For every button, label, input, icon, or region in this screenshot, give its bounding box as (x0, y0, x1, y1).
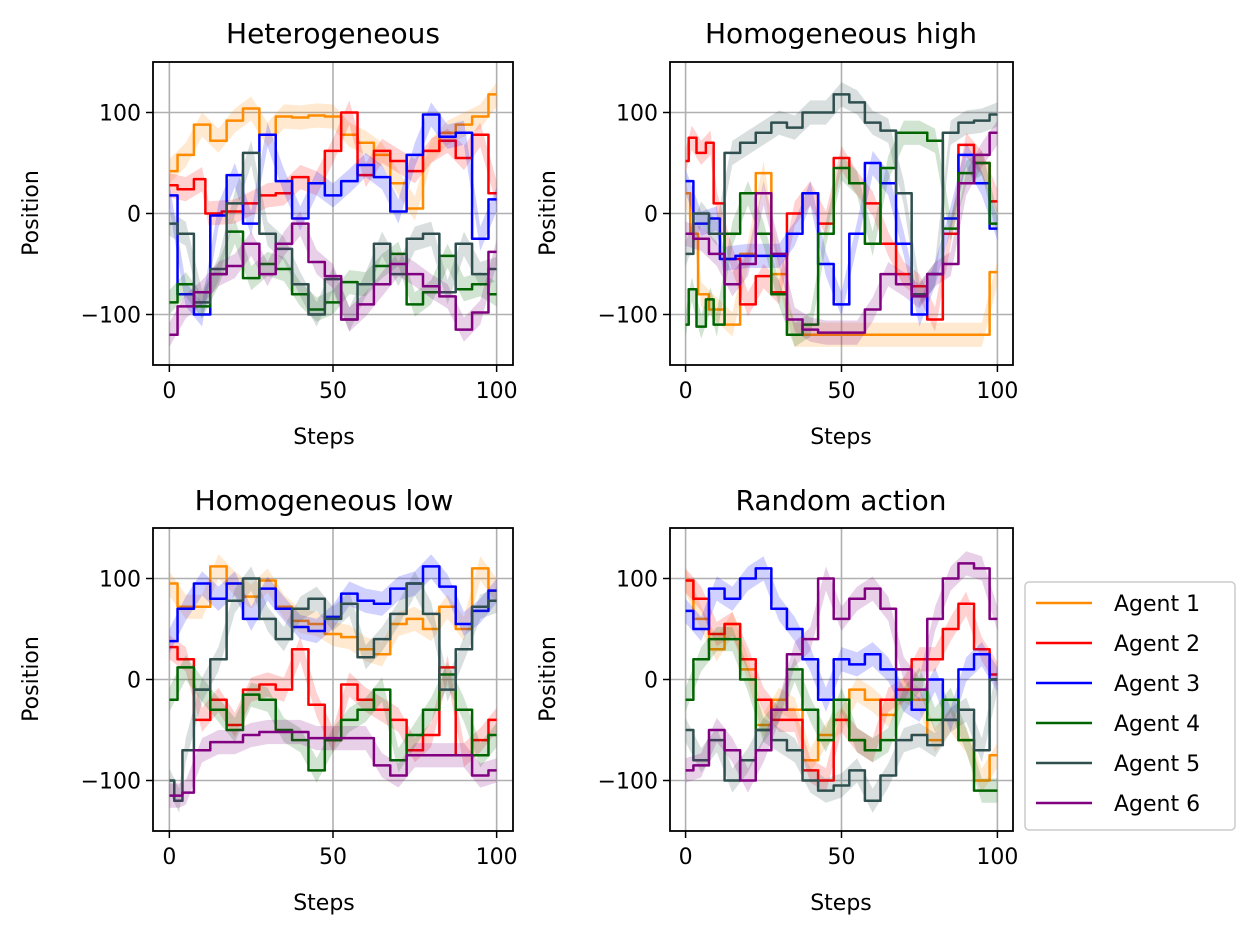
legend-entry: Agent 2 (1036, 632, 1200, 657)
y-tick-label: 0 (127, 203, 141, 228)
series-line-agent-2 (685, 579, 998, 782)
band-agent-6 (169, 211, 497, 347)
series-layer (685, 551, 998, 813)
x-axis-label: Steps (293, 891, 355, 916)
x-tick-label: 100 (476, 845, 518, 870)
grid (670, 62, 1013, 365)
ticks: 0 50 100 −100 0 100 (81, 568, 518, 871)
y-tick-label: 100 (99, 568, 141, 593)
legend-label: Agent 6 (1114, 792, 1200, 817)
subplot-heterogeneous: Heterogeneous Steps Position 0 50 100−1000… (19, 17, 518, 450)
legend-entry: Agent 1 (1036, 592, 1200, 617)
x-tick-label: 0 (162, 845, 176, 870)
y-tick-label: −100 (81, 770, 141, 795)
legend-entry: Agent 5 (1036, 752, 1200, 777)
series-line-agent-1 (685, 171, 998, 336)
subplot-title: Homogeneous high (705, 17, 977, 50)
legend-label: Agent 3 (1114, 672, 1200, 697)
subplot-title: Homogeneous low (195, 484, 454, 517)
x-axis-label: Steps (293, 425, 355, 450)
ticks: 0 50 100 −100 0 100 (81, 102, 518, 405)
x-tick-label: 50 (828, 845, 856, 870)
y-tick-label: 100 (616, 568, 658, 593)
y-axis-label: Position (19, 170, 44, 256)
series-line-agent-6 (685, 562, 998, 782)
band-agent-4 (169, 655, 497, 783)
y-axis-label: Position (19, 636, 44, 722)
legend-entry: Agent 6 (1036, 792, 1200, 817)
band-agent-5 (685, 82, 998, 307)
series-layer (685, 82, 998, 347)
y-tick-label: 100 (99, 102, 141, 127)
band-agent-3 (169, 554, 497, 654)
band-agent-3 (169, 102, 497, 327)
band-agent-1 (169, 554, 497, 667)
series-line-agent-6 (169, 222, 497, 336)
legend-entry: Agent 4 (1036, 712, 1200, 737)
band-agent-3 (685, 142, 998, 327)
band-agent-1 (685, 568, 998, 793)
x-tick-label: 0 (162, 379, 176, 404)
legend-entry: Agent 3 (1036, 672, 1200, 697)
series-line-agent-3 (169, 565, 497, 643)
y-tick-label: 100 (616, 102, 658, 127)
legend-label: Agent 2 (1114, 632, 1200, 657)
band-agent-4 (169, 219, 497, 322)
band-agent-5 (169, 566, 497, 813)
band-agent-6 (685, 120, 998, 345)
series-line-agent-1 (169, 565, 497, 656)
x-tick-label: 100 (976, 845, 1018, 870)
y-tick-label: 0 (644, 669, 658, 694)
legend: Agent 1 Agent 2 Agent 3 Agent 4 Agent 5 … (1024, 581, 1236, 831)
x-tick-label: 50 (828, 379, 856, 404)
series-line-agent-6 (169, 730, 497, 797)
subplot-title: Heterogeneous (226, 17, 440, 50)
y-tick-label: −100 (598, 770, 658, 795)
series-line-agent-5 (685, 93, 998, 296)
x-axis-label: Steps (810, 891, 872, 916)
band-agent-2 (169, 100, 497, 226)
subplot-homogeneous-high: Homogeneous high Steps Position 0 50 100 −1… (536, 17, 1018, 450)
legend-label: Agent 5 (1114, 752, 1200, 777)
series-line-agent-5 (169, 577, 497, 802)
x-tick-label: 0 (679, 379, 693, 404)
subplot-homogeneous-low: Homogeneous low Steps Position 0 50 100 −10… (19, 484, 518, 916)
band-agent-1 (169, 82, 497, 221)
y-axis-label: Position (536, 636, 561, 722)
band-agent-6 (685, 551, 998, 793)
x-tick-label: 50 (319, 379, 347, 404)
series-layer (169, 554, 497, 813)
y-tick-label: 0 (644, 203, 658, 228)
y-tick-label: −100 (598, 304, 658, 329)
x-tick-label: 100 (476, 379, 518, 404)
ticks: 0 50 100 −100 0 100 (598, 102, 1019, 405)
ticks: 0 50 100 −100 0 100 (598, 568, 1019, 871)
x-axis-label: Steps (810, 425, 872, 450)
x-tick-label: 100 (976, 379, 1018, 404)
subplot-title: Random action (735, 484, 946, 517)
band-agent-2 (685, 125, 998, 332)
series-layer (169, 82, 497, 347)
band-agent-6 (169, 719, 497, 808)
y-tick-label: −100 (81, 304, 141, 329)
x-tick-label: 50 (319, 845, 347, 870)
series-line-agent-2 (685, 136, 998, 321)
series-line-agent-2 (169, 111, 497, 215)
legend-label: Agent 4 (1114, 712, 1200, 737)
legend-label: Agent 1 (1114, 592, 1200, 617)
subplot-random-action: Random action Steps Position 0 50 100−1000… (536, 484, 1018, 916)
x-tick-label: 0 (679, 845, 693, 870)
y-axis-label: Position (536, 170, 561, 256)
band-agent-5 (685, 667, 998, 813)
y-tick-label: 0 (127, 669, 141, 694)
band-agent-5 (169, 140, 497, 332)
band-agent-4 (685, 626, 998, 803)
grid (153, 528, 513, 831)
series-line-agent-4 (685, 637, 998, 792)
series-line-agent-6 (685, 131, 998, 334)
series-line-agent-3 (685, 153, 998, 316)
